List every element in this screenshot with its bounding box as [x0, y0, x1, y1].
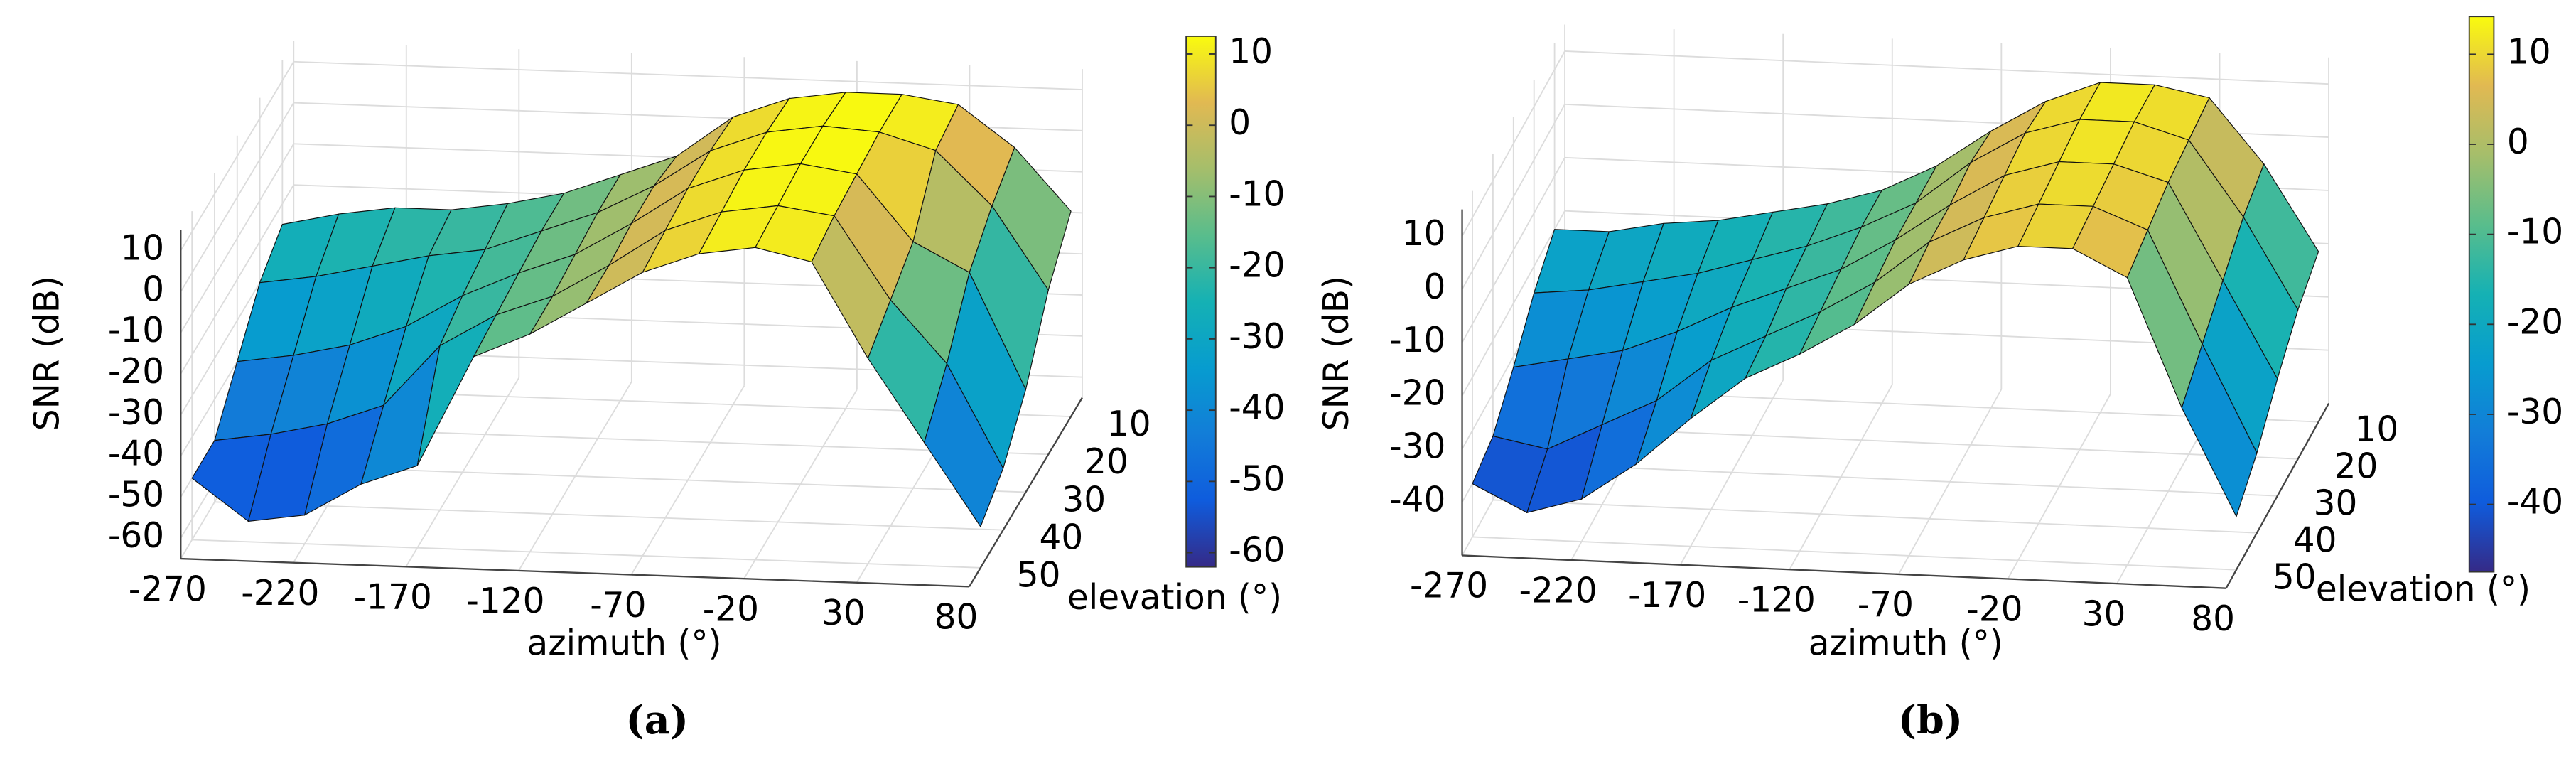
grid-line: [214, 501, 1003, 531]
y-tick-label: 30: [2314, 484, 2358, 524]
colorbar-tick-label: -40: [2507, 483, 2563, 522]
y-tick-label: 20: [2334, 447, 2378, 487]
caption: (b): [1898, 697, 1963, 743]
colorbar-tick-label: -50: [1229, 459, 1285, 499]
colorbar-tick-label: 0: [2507, 122, 2529, 162]
caption: (a): [626, 697, 689, 743]
x-tick-label: 30: [821, 593, 866, 633]
x-tick-label: -120: [466, 581, 544, 621]
grid-line: [1513, 462, 2278, 497]
axis-line: [2225, 403, 2330, 589]
y-tick-label: 30: [1062, 480, 1106, 520]
grid-line: [1461, 50, 1565, 237]
z-tick-label: 0: [1424, 267, 1446, 307]
x-axis-label: azimuth (°): [527, 624, 721, 664]
x-axis-label: azimuth (°): [1809, 624, 2003, 664]
x-tick-label: 30: [2082, 594, 2126, 634]
z-tick-label: -30: [108, 393, 164, 433]
y-tick-label: 50: [2273, 558, 2317, 598]
z-tick-label: 10: [1402, 214, 1446, 254]
colorbar-tick-label: -20: [1229, 246, 1285, 286]
x-tick-label: -170: [354, 578, 432, 618]
z-tick-label: -50: [108, 475, 164, 515]
x-tick-label: -70: [1858, 585, 1914, 625]
colorbar-tick-label: 0: [1229, 103, 1251, 143]
grid-line: [1492, 499, 2257, 534]
grid-line: [180, 61, 295, 252]
grid-line: [180, 143, 295, 333]
z-tick-label: -10: [1389, 321, 1445, 360]
x-tick-label: -170: [1628, 576, 1706, 616]
grid-line: [1565, 50, 2329, 85]
grid-line: [1472, 536, 2237, 571]
colorbar-tick-label: -60: [1229, 531, 1285, 571]
grid-line: [1461, 104, 1565, 290]
grid-line: [180, 102, 295, 292]
axis-line: [1462, 554, 2226, 589]
colorbar-tick-label: -20: [2507, 302, 2563, 342]
colorbar-tick-label: -10: [2507, 213, 2563, 252]
y-axis-label: elevation (°): [2316, 569, 2531, 609]
z-tick-label: -40: [108, 434, 164, 474]
colorbar-tick-label: 10: [1229, 32, 1273, 72]
z-tick-label: -60: [108, 516, 164, 556]
x-tick-label: -270: [1410, 566, 1488, 606]
x-tick-label: -270: [129, 569, 207, 609]
x-tick-label: 80: [934, 598, 979, 638]
z-tick-label: -40: [1389, 480, 1445, 520]
z-tick-label: -10: [108, 311, 164, 350]
grid-line: [1461, 157, 1565, 343]
colorbar-tick-label: -30: [1229, 317, 1285, 357]
grid-line: [293, 60, 1082, 90]
colorbar-tick-label: -30: [2507, 392, 2563, 432]
z-tick-label: 10: [120, 229, 164, 269]
axis-line: [180, 557, 970, 588]
z-tick-label: -30: [1389, 427, 1445, 467]
x-tick-label: -20: [703, 589, 759, 629]
z-tick-label: -20: [108, 352, 164, 392]
z-tick-label: -20: [1389, 374, 1445, 414]
colorbar: [2468, 16, 2495, 573]
x-tick-label: 80: [2191, 599, 2235, 639]
y-tick-label: 40: [2293, 521, 2337, 561]
colorbar-tick-label: -40: [1229, 388, 1285, 428]
x-tick-label: -20: [1966, 590, 2022, 630]
colorbar-tick-label: 10: [2507, 32, 2551, 72]
grid-line: [192, 539, 981, 569]
surface-patch: [923, 362, 1004, 528]
y-tick-label: 10: [1107, 404, 1151, 444]
axis-line: [969, 397, 1083, 587]
y-tick-label: 20: [1084, 442, 1128, 482]
colorbar-tick-label: -10: [1229, 174, 1285, 214]
y-tick-label: 50: [1017, 556, 1061, 596]
surface-patch: [2181, 343, 2258, 518]
x-tick-label: -220: [241, 574, 319, 613]
z-axis-label: SNR (dB): [27, 276, 67, 431]
y-tick-label: 40: [1040, 518, 1084, 558]
x-tick-label: -120: [1737, 581, 1816, 620]
z-axis-label: SNR (dB): [1317, 276, 1357, 431]
grid-line: [1461, 210, 1565, 397]
grid-line: [180, 184, 295, 375]
z-tick-label: 0: [142, 269, 164, 309]
colorbar: [1185, 35, 1217, 568]
y-axis-label: elevation (°): [1067, 578, 1282, 618]
x-tick-label: -220: [1519, 571, 1597, 611]
x-tick-label: -70: [590, 586, 646, 625]
y-tick-label: 10: [2354, 409, 2398, 449]
